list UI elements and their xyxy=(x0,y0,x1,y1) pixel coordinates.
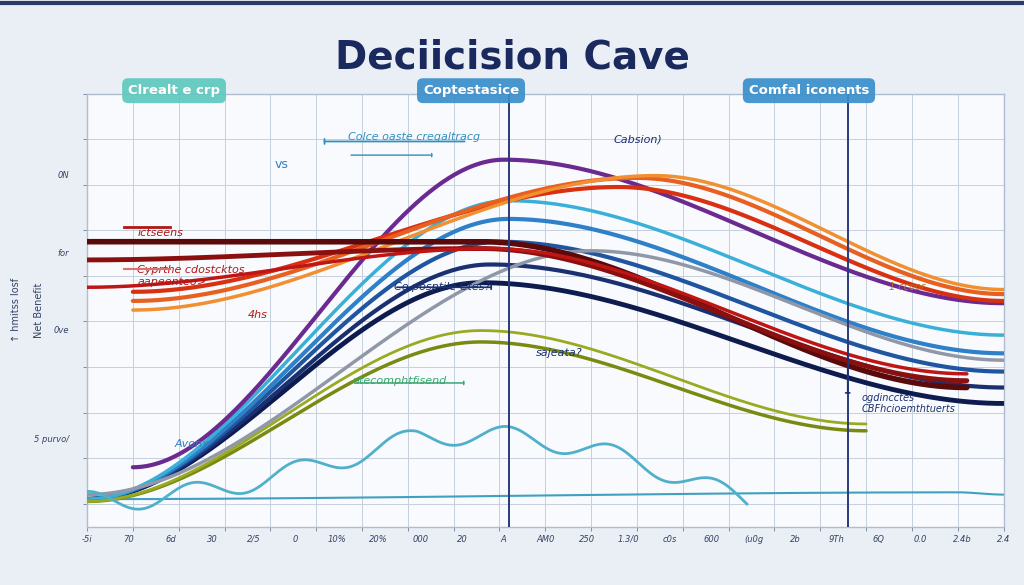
Text: 0N: 0N xyxy=(57,171,69,180)
Text: 250: 250 xyxy=(579,535,595,543)
Text: Comfal iconents: Comfal iconents xyxy=(749,84,869,97)
Text: ogdincctes
CBFhcioemthtuerts: ogdincctes CBFhcioemthtuerts xyxy=(861,393,955,414)
Text: Deciicision Cave: Deciicision Cave xyxy=(335,38,689,76)
Text: 6Q: 6Q xyxy=(872,535,885,543)
Text: Co posptile Ctes?: Co posptile Ctes? xyxy=(394,283,490,292)
Text: 1 ccoor: 1 ccoor xyxy=(889,283,925,292)
Text: Colce oaste cregaltracg: Colce oaste cregaltracg xyxy=(348,132,480,142)
Text: 9Th: 9Th xyxy=(829,535,845,543)
Text: ↑ hmitss losf

Net Benefit: ↑ hmitss losf Net Benefit xyxy=(11,278,44,342)
Text: 10%: 10% xyxy=(328,535,346,543)
Text: 000: 000 xyxy=(413,535,428,543)
Text: 0ve: 0ve xyxy=(53,326,69,335)
Text: 600: 600 xyxy=(703,535,720,543)
Text: 5 purvo/: 5 purvo/ xyxy=(34,435,69,445)
Text: -5i: -5i xyxy=(82,535,92,543)
Text: vs: vs xyxy=(274,158,289,171)
Text: Coptestasice: Coptestasice xyxy=(423,84,519,97)
Text: for: for xyxy=(57,249,69,257)
Text: utecomphtfisend: utecomphtfisend xyxy=(353,376,447,386)
Text: 4hs: 4hs xyxy=(248,309,267,319)
Text: 2.4b: 2.4b xyxy=(952,535,971,543)
Text: Cabsion): Cabsion) xyxy=(614,134,663,144)
Text: ictseens: ictseens xyxy=(137,228,183,238)
Text: 70: 70 xyxy=(123,535,134,543)
Text: 20%: 20% xyxy=(370,535,388,543)
Text: Clrealt e crp: Clrealt e crp xyxy=(128,84,220,97)
Text: Cyprthe cdostcktos
aapeenteo>: Cyprthe cdostcktos aapeenteo> xyxy=(137,265,245,287)
Text: Avonx: Avonx xyxy=(174,439,209,449)
Text: 30: 30 xyxy=(207,535,217,543)
Text: (u0g: (u0g xyxy=(744,535,763,543)
Text: 1.3/0: 1.3/0 xyxy=(617,535,639,543)
Text: 2/5: 2/5 xyxy=(247,535,260,543)
Text: 0.0: 0.0 xyxy=(913,535,927,543)
Text: 20: 20 xyxy=(457,535,467,543)
Text: AM0: AM0 xyxy=(537,535,554,543)
Text: sajeata?: sajeata? xyxy=(537,348,583,359)
Text: 2.4: 2.4 xyxy=(996,535,1011,543)
Text: 0: 0 xyxy=(293,535,298,543)
Text: 6d: 6d xyxy=(165,535,176,543)
Text: c0s: c0s xyxy=(664,535,678,543)
Text: A: A xyxy=(501,535,507,543)
Text: 2b: 2b xyxy=(790,535,801,543)
